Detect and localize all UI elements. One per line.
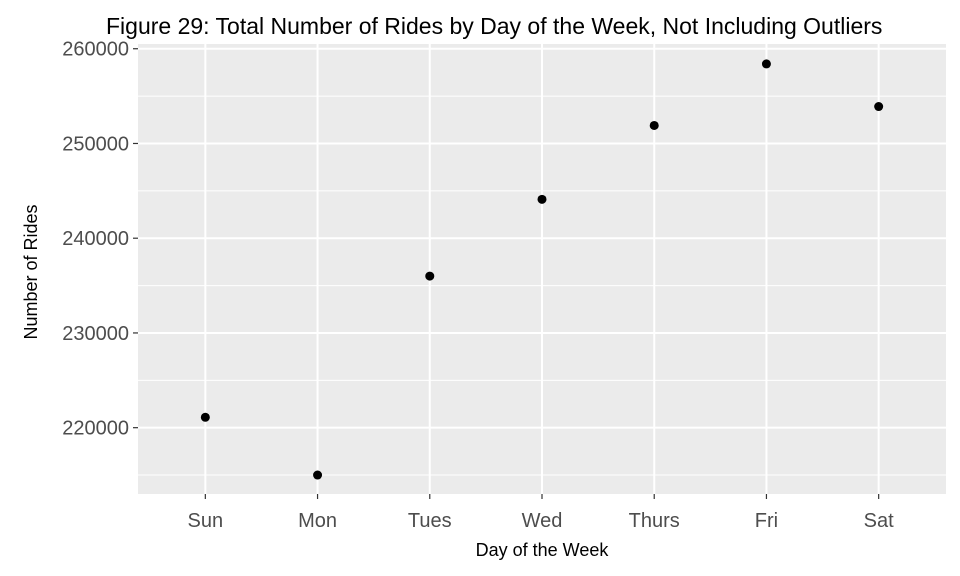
- x-tick-label-tues: Tues: [408, 510, 452, 532]
- x-tick-label-sun: Sun: [188, 510, 224, 532]
- x-axis-ticks: Sun Mon Tues Wed Thurs Fri Sat: [188, 494, 894, 532]
- x-tick-label-fri: Fri: [755, 510, 778, 532]
- y-tick-label: 230000: [62, 323, 129, 345]
- y-tick-label: 250000: [62, 133, 129, 155]
- chart-title: Figure 29: Total Number of Rides by Day …: [106, 13, 882, 39]
- x-tick-label-thurs: Thurs: [629, 510, 680, 532]
- x-axis-title: Day of the Week: [476, 540, 610, 560]
- data-point-thurs: [649, 120, 659, 130]
- data-point-wed: [537, 194, 547, 204]
- y-tick-label: 240000: [62, 228, 129, 250]
- data-points: [200, 59, 884, 480]
- x-tick-label-wed: Wed: [522, 510, 563, 532]
- data-point-fri: [761, 59, 771, 69]
- y-tick-label: 220000: [62, 418, 129, 440]
- x-tick-label-sat: Sat: [864, 510, 894, 532]
- x-tick-label-mon: Mon: [298, 510, 337, 532]
- data-point-sat: [874, 102, 884, 112]
- data-point-sun: [200, 412, 210, 422]
- y-axis-title: Number of Rides: [21, 204, 41, 339]
- y-axis-ticks: 220000 230000 240000 250000 260000: [62, 39, 138, 440]
- data-point-mon: [313, 470, 323, 480]
- data-point-tues: [425, 271, 435, 281]
- y-tick-label: 260000: [62, 39, 129, 61]
